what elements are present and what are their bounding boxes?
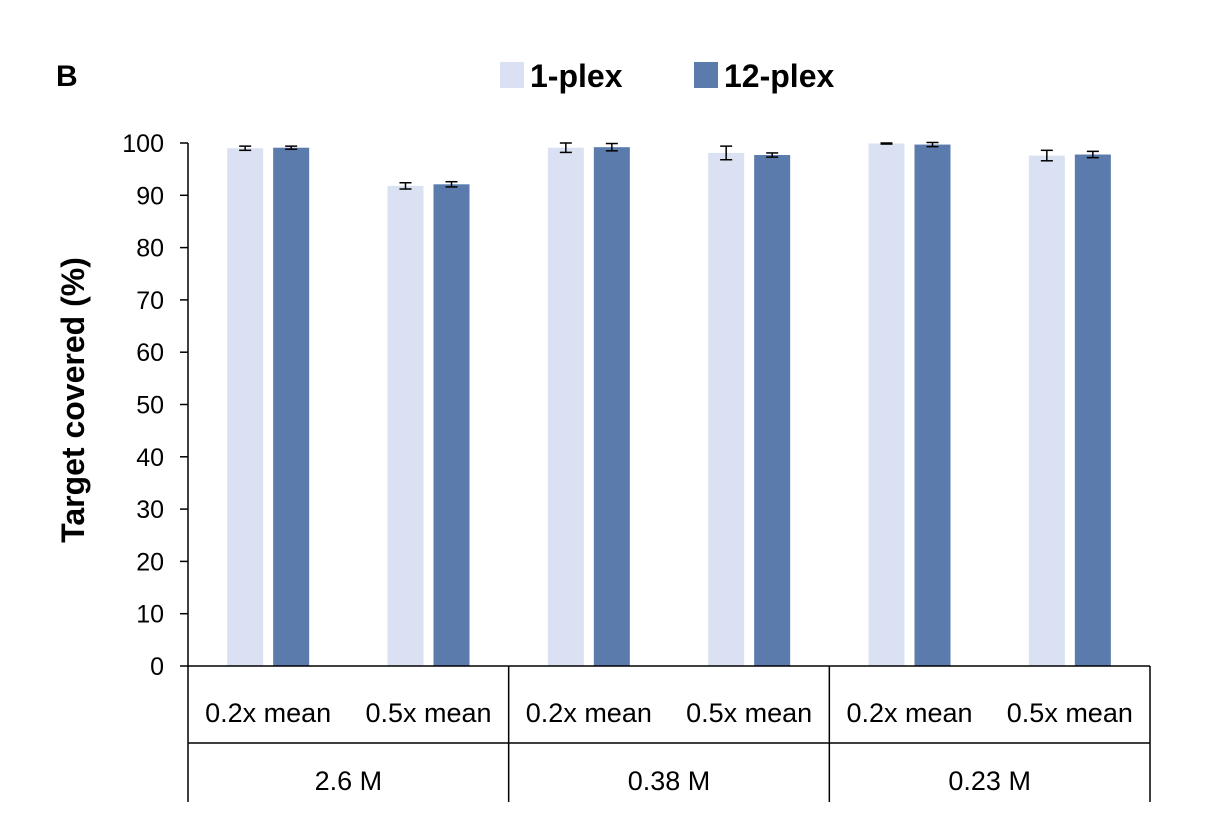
bars (227, 143, 1111, 667)
y-tick-label: 0 (150, 653, 164, 681)
y-tick-label: 40 (136, 444, 164, 472)
legend-label-1-plex: 1-plex (530, 58, 623, 94)
y-tick-label: 100 (122, 130, 164, 158)
x-group-label: 2.6 M (315, 766, 383, 796)
bar-12-plex-1 (273, 147, 310, 666)
panel-label: B (56, 60, 78, 93)
bar-12-plex-2 (433, 184, 470, 666)
x-category-label: 0.5x mean (365, 698, 491, 728)
x-category-label: 0.2x mean (846, 698, 972, 728)
legend-label-12-plex: 12-plex (724, 58, 834, 94)
x-category-label: 0.5x mean (686, 698, 812, 728)
bar-12-plex-6 (1074, 154, 1111, 667)
bar-1-plex-1 (227, 148, 264, 667)
y-tick-label: 60 (136, 339, 164, 367)
x-axis: 0.2x mean 0.5x mean 0.2x mean 0.5x mean 0.2x… (187, 143, 1151, 802)
y-tick-label: 10 (136, 601, 164, 629)
bar-12-plex-3 (593, 147, 630, 666)
legend-swatch-12-plex (694, 62, 718, 88)
y-tick-label: 70 (136, 287, 164, 315)
bar-1-plex-3 (547, 147, 584, 666)
bar-12-plex-4 (754, 155, 791, 667)
bar-1-plex-4 (708, 152, 745, 666)
legend-swatch-1-plex (500, 62, 524, 88)
y-axis-title: Target covered (%) (55, 257, 91, 543)
x-group-label: 0.38 M (628, 766, 711, 796)
bar-12-plex-5 (914, 144, 951, 667)
bar-1-plex-5 (868, 143, 905, 666)
legend: 1-plex 12-plex (500, 58, 834, 94)
y-axis-ticks: 0 10 20 30 40 50 60 70 80 90 100 (122, 130, 188, 681)
y-tick-label: 80 (136, 235, 164, 263)
x-group-label: 0.23 M (948, 766, 1031, 796)
y-tick-label: 90 (136, 182, 164, 210)
bar-1-plex-2 (387, 185, 424, 667)
x-category-label: 0.2x mean (205, 698, 331, 728)
x-category-label: 0.2x mean (526, 698, 652, 728)
y-tick-label: 50 (136, 392, 164, 420)
y-tick-label: 30 (136, 496, 164, 524)
x-category-label: 0.5x mean (1007, 698, 1133, 728)
y-tick-label: 20 (136, 548, 164, 576)
bar-1-plex-6 (1028, 155, 1065, 666)
error-bars (239, 141, 1099, 190)
